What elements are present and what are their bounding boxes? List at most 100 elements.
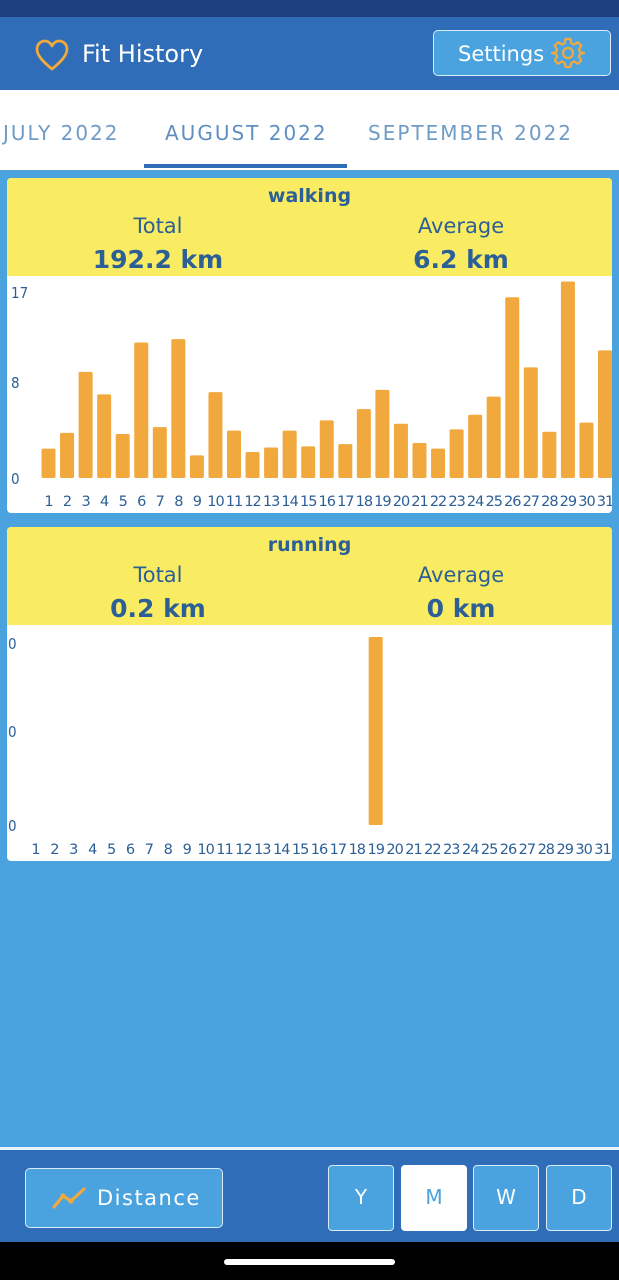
x-tick-label: 13 <box>254 842 271 858</box>
heart-icon <box>35 39 69 71</box>
gear-icon <box>551 37 585 69</box>
distance-metric-button[interactable]: Distance <box>25 1168 223 1228</box>
x-tick-label: 11 <box>226 494 242 510</box>
x-tick-label: 11 <box>216 842 232 858</box>
chart-bar <box>78 371 93 478</box>
settings-button[interactable]: Settings <box>433 30 611 76</box>
chart-bar <box>60 432 75 478</box>
chart-bar <box>338 444 353 478</box>
walking-total-label: Total <box>133 214 183 238</box>
x-tick-label: 14 <box>273 842 290 858</box>
chart-bar <box>486 396 501 478</box>
chart-bar <box>301 446 316 478</box>
x-tick-label: 20 <box>386 842 403 858</box>
walking-title: walking <box>267 185 352 207</box>
period-month-button[interactable]: M <box>401 1165 467 1231</box>
x-tick-label: 4 <box>100 494 109 510</box>
month-tabs: JULY 2022 AUGUST 2022 SEPTEMBER 2022 <box>0 90 619 170</box>
x-tick-label: 10 <box>207 494 224 510</box>
x-tick-label: 30 <box>575 842 592 858</box>
x-tick-label: 28 <box>541 494 558 510</box>
x-tick-label: 26 <box>504 494 521 510</box>
x-tick-label: 23 <box>443 842 460 858</box>
chart-bar <box>523 367 538 478</box>
x-tick-label: 17 <box>330 842 346 858</box>
x-tick-label: 23 <box>448 494 465 510</box>
chart-bar <box>319 420 334 478</box>
settings-label: Settings <box>458 42 545 66</box>
x-tick-label: 5 <box>119 494 127 510</box>
tab-september-2022[interactable]: SEPTEMBER 2022 <box>368 121 574 145</box>
chart-bar <box>245 452 260 478</box>
running-average-label: Average <box>417 563 505 587</box>
system-nav-bar <box>0 1242 619 1280</box>
chart-bar <box>115 433 130 478</box>
chart-bar <box>264 447 279 478</box>
chart-bar <box>208 392 223 478</box>
x-tick-label: 6 <box>126 842 135 858</box>
chart-bar <box>375 389 390 478</box>
x-tick-label: 27 <box>523 494 539 510</box>
x-tick-label: 9 <box>193 494 202 510</box>
chart-bar <box>171 339 186 478</box>
x-tick-label: 6 <box>137 494 146 510</box>
x-tick-label: 26 <box>500 842 517 858</box>
home-indicator[interactable] <box>224 1259 395 1265</box>
x-tick-label: 27 <box>519 842 535 858</box>
period-year-button[interactable]: Y <box>328 1165 394 1231</box>
running-average-value: 0 km <box>426 594 496 623</box>
app-title: Fit History <box>82 40 204 68</box>
chart-bar <box>134 342 149 478</box>
y-tick-label: 17 <box>11 284 28 302</box>
chart-bar <box>152 427 167 478</box>
chart-bar <box>393 423 408 478</box>
y-tick-label: 0 <box>11 470 20 488</box>
chart-bar <box>282 430 297 478</box>
x-tick-label: 1 <box>31 842 39 858</box>
y-tick-label: 0 <box>8 635 17 653</box>
chart-bar <box>579 422 594 478</box>
x-tick-label: 7 <box>145 842 153 858</box>
running-card-header: running Total 0.2 km Average 0 km <box>7 527 612 625</box>
x-tick-label: 24 <box>467 494 484 510</box>
chart-bar <box>97 394 112 478</box>
x-tick-label: 12 <box>235 842 251 858</box>
distance-label: Distance <box>97 1186 201 1210</box>
x-tick-label: 21 <box>405 842 421 858</box>
bottom-divider <box>0 1147 619 1150</box>
x-tick-label: 15 <box>292 842 308 858</box>
period-day-button[interactable]: D <box>546 1165 612 1231</box>
chart-bar <box>368 637 383 825</box>
app-bar: Fit History Settings <box>0 17 619 90</box>
chart-bar <box>468 414 483 478</box>
x-tick-label: 7 <box>156 494 164 510</box>
chart-bar <box>560 281 575 478</box>
period-week-button[interactable]: W <box>473 1165 539 1231</box>
x-tick-label: 13 <box>263 494 280 510</box>
x-tick-label: 5 <box>107 842 115 858</box>
walking-card-header: walking Total 192.2 km Average 6.2 km <box>7 178 612 276</box>
x-tick-label: 19 <box>374 494 391 510</box>
x-tick-label: 21 <box>411 494 427 510</box>
x-tick-label: 8 <box>174 494 183 510</box>
tab-august-2022[interactable]: AUGUST 2022 <box>165 121 328 145</box>
x-tick-label: 1 <box>44 494 52 510</box>
x-tick-label: 20 <box>393 494 410 510</box>
tab-july-2022[interactable]: JULY 2022 <box>3 121 120 145</box>
x-tick-label: 25 <box>481 842 497 858</box>
y-tick-label: 0 <box>8 817 17 835</box>
x-tick-label: 31 <box>594 842 610 858</box>
bottom-toolbar: Distance Y M W D <box>0 1150 619 1242</box>
x-tick-label: 2 <box>50 842 58 858</box>
chart-bar <box>412 442 427 478</box>
chart-bar <box>227 430 241 478</box>
chart-bar <box>449 429 464 478</box>
active-tab-indicator <box>144 164 347 168</box>
x-tick-label: 10 <box>197 842 214 858</box>
x-tick-label: 8 <box>164 842 173 858</box>
walking-card: walking Total 192.2 km Average 6.2 km 0 8… <box>7 178 612 513</box>
chart-bar <box>431 448 446 478</box>
x-tick-label: 3 <box>81 494 90 510</box>
x-tick-label: 2 <box>63 494 71 510</box>
